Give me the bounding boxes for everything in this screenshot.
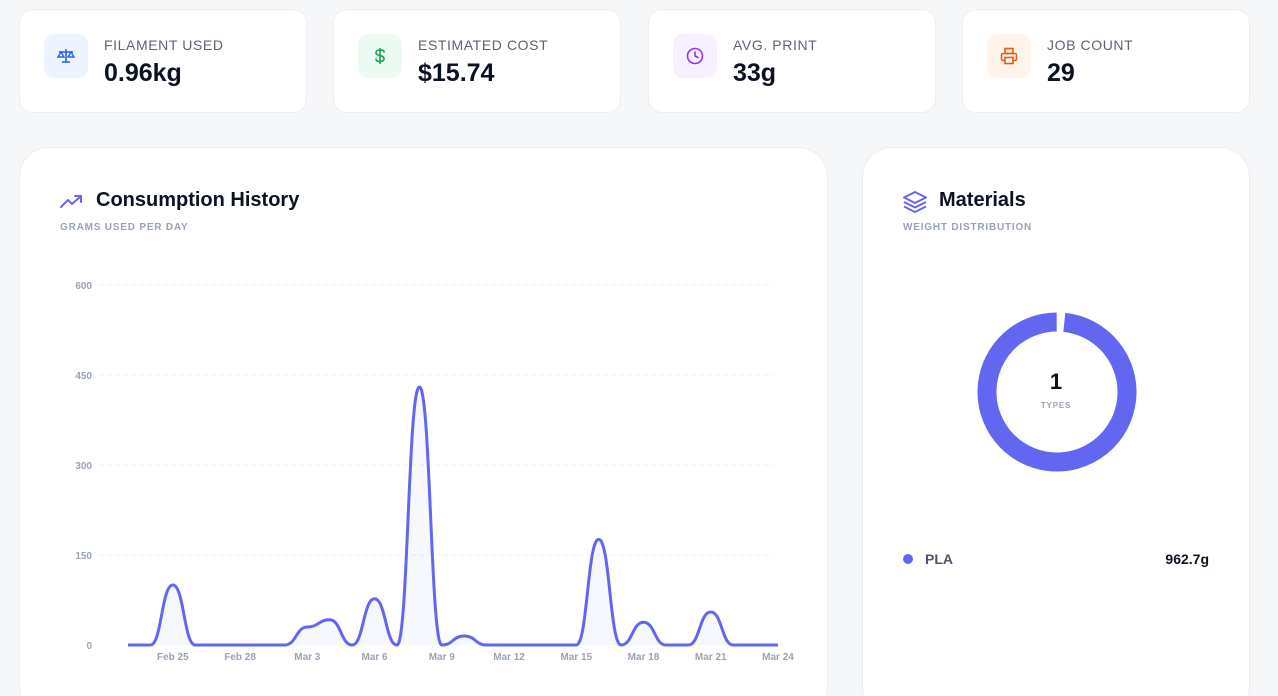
data-point[interactable]	[256, 639, 268, 651]
data-point[interactable]	[638, 616, 650, 628]
data-point[interactable]	[144, 639, 156, 651]
data-point[interactable]	[279, 639, 291, 651]
stat-value: $15.74	[418, 59, 495, 87]
printer-icon	[987, 34, 1031, 78]
stat-value: 29	[1047, 59, 1075, 87]
data-point[interactable]	[391, 639, 403, 651]
layers-icon	[903, 191, 927, 213]
data-point[interactable]	[548, 639, 560, 651]
data-point[interactable]	[189, 639, 201, 651]
x-tick-label: Mar 18	[628, 652, 660, 663]
data-point[interactable]	[369, 593, 381, 605]
data-point[interactable]	[593, 533, 605, 545]
stat-card-filament-used: FILAMENT USED 0.96kg	[19, 9, 307, 113]
materials-panel: Materials WEIGHT DISTRIBUTION 1 TYPES PL…	[862, 147, 1250, 696]
materials-subtitle: WEIGHT DISTRIBUTION	[903, 222, 1033, 233]
x-tick-label: Mar 12	[493, 652, 525, 663]
data-point[interactable]	[750, 639, 762, 651]
y-tick-label: 150	[75, 551, 92, 562]
data-point[interactable]	[503, 639, 515, 651]
data-point[interactable]	[122, 639, 134, 651]
x-tick-label: Mar 9	[429, 652, 456, 663]
y-tick-label: 600	[75, 281, 92, 292]
trending-up-icon	[60, 195, 82, 208]
data-point[interactable]	[212, 639, 224, 651]
data-point[interactable]	[346, 639, 358, 651]
x-tick-label: Mar 15	[560, 652, 592, 663]
data-point[interactable]	[413, 381, 425, 393]
consumption-chart: 0 150 300 450 600 Feb 25 Feb 28 Mar 3 Mar 6 Mar 9…	[75, 281, 794, 663]
consumption-panel: Consumption History GRAMS USED PER DAY 0…	[19, 147, 828, 696]
materials-title: Materials	[939, 189, 1026, 211]
series-line[interactable]	[128, 385, 779, 647]
data-point[interactable]	[660, 639, 672, 651]
clock-icon	[673, 34, 717, 78]
legend-item-pla[interactable]: PLA 962.7g	[903, 549, 1209, 569]
data-point[interactable]	[682, 639, 694, 651]
data-point[interactable]	[772, 639, 784, 651]
consumption-subtitle: GRAMS USED PER DAY	[60, 222, 189, 233]
x-tick-label: Feb 25	[157, 652, 189, 663]
stat-card-job-count: JOB COUNT 29	[962, 9, 1250, 113]
donut-center-value: 1	[1049, 369, 1063, 394]
y-tick-label: 450	[75, 371, 92, 382]
x-tick-label: Mar 24	[762, 652, 794, 663]
legend-name: PLA	[925, 551, 953, 567]
stat-label: JOB COUNT	[1047, 37, 1134, 53]
x-tick-label: Mar 21	[695, 652, 727, 663]
series-area	[128, 387, 778, 645]
data-point[interactable]	[234, 639, 246, 651]
x-tick-label: Feb 28	[224, 652, 256, 663]
x-tick-label: Mar 3	[294, 652, 321, 663]
data-point[interactable]	[458, 630, 470, 642]
stat-label: AVG. PRINT	[733, 37, 818, 53]
y-tick-label: 300	[75, 461, 92, 472]
stat-label: ESTIMATED COST	[418, 37, 549, 53]
donut-center-label: TYPES	[1040, 401, 1072, 410]
data-point[interactable]	[705, 606, 717, 618]
materials-donut-chart	[977, 312, 1137, 472]
stat-card-avg-print: AVG. PRINT 33g	[648, 9, 936, 113]
data-point[interactable]	[570, 639, 582, 651]
data-point[interactable]	[436, 639, 448, 651]
scale-icon	[44, 34, 88, 78]
donut-slice-pla[interactable]	[977, 312, 1137, 472]
data-point[interactable]	[167, 579, 179, 591]
stat-value: 0.96kg	[104, 59, 182, 87]
data-point[interactable]	[301, 621, 313, 633]
data-point[interactable]	[727, 639, 739, 651]
stat-card-estimated-cost: ESTIMATED COST $15.74	[333, 9, 621, 113]
consumption-title: Consumption History	[96, 189, 300, 211]
data-point[interactable]	[525, 639, 537, 651]
stat-value: 33g	[733, 59, 777, 87]
data-point[interactable]	[481, 639, 493, 651]
data-point[interactable]	[615, 639, 627, 651]
dollar-icon	[358, 34, 402, 78]
stat-label: FILAMENT USED	[104, 37, 224, 53]
legend-dot	[903, 554, 913, 564]
x-tick-label: Mar 6	[361, 652, 388, 663]
y-tick-label: 0	[86, 641, 92, 652]
data-point[interactable]	[324, 614, 336, 626]
legend-value: 962.7g	[1165, 551, 1209, 567]
